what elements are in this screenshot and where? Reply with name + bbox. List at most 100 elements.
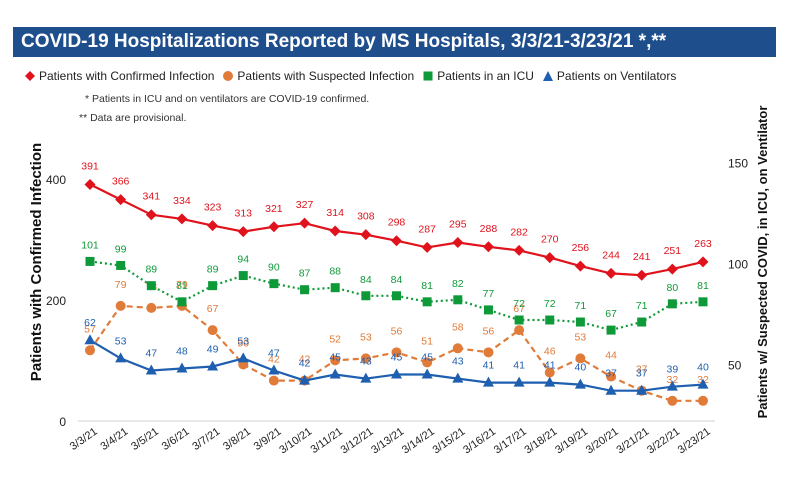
data-label: 251 [664,245,682,257]
data-label: 77 [483,288,495,300]
data-label: 53 [575,331,587,343]
x-tick-label: 3/19/21 [553,426,590,457]
data-point [177,297,187,307]
data-point [330,355,341,366]
data-point [482,241,494,253]
x-tick-label: 3/17/21 [492,426,529,457]
chart-legend: Patients with Confirmed Infection Patien… [24,67,684,85]
data-label: 42 [299,354,311,366]
data-label: 67 [605,308,617,320]
data-label: 244 [602,249,620,261]
data-label: 62 [84,317,96,329]
data-point [575,317,585,327]
x-tick-label: 3/23/21 [676,426,713,457]
data-point [237,226,249,238]
data-label: 51 [421,335,433,347]
data-point [574,378,586,389]
data-label: 43 [360,356,372,368]
data-label: 308 [357,211,375,223]
legend-label-icu: Patients in an ICU [437,69,534,83]
data-point [176,362,188,373]
data-label: 99 [115,243,127,255]
data-label: 366 [112,176,130,188]
data-label: 41 [483,360,495,372]
data-point [299,217,311,229]
data-label: 391 [81,160,99,172]
data-label: 71 [636,300,648,312]
data-label: 298 [388,217,406,229]
data-point [421,241,433,253]
x-tick-label: 3/5/21 [129,426,161,453]
data-point [513,376,525,387]
data-label: 82 [452,278,464,290]
data-label: 72 [544,298,556,310]
data-label: 52 [329,333,341,345]
data-point [85,345,95,356]
data-point [605,267,617,279]
data-point [422,297,432,307]
data-label: 37 [605,368,617,380]
data-label: 256 [572,242,590,254]
data-point [145,364,157,375]
x-tick-label: 3/12/21 [339,426,376,457]
x-tick-label: 3/11/21 [309,426,345,456]
data-label: 41 [544,360,556,372]
data-point [452,343,463,354]
data-label: 295 [449,219,467,231]
chart-title: COVID-19 Hospitalizations Reported by MS… [13,27,776,57]
y-right-tick-label: 50 [728,358,742,372]
legend-label-suspected: Patients with Suspected Infection [237,69,415,83]
data-label: 327 [296,199,314,211]
data-label: 45 [329,352,341,364]
data-label: 321 [265,203,283,215]
data-point [115,300,126,311]
data-label: 58 [452,321,464,333]
data-label: 32 [667,374,679,386]
data-label: 84 [391,274,403,286]
data-point [208,281,218,291]
data-label: 40 [575,362,587,374]
data-point [606,325,616,335]
legend-item-confirmed: Patients with Confirmed Infection [24,69,214,83]
data-point [116,260,126,270]
data-label: 42 [299,358,311,370]
data-label: 71 [575,300,587,312]
data-point [666,380,678,391]
data-point [698,297,708,307]
data-label: 334 [173,195,191,207]
data-label: 46 [544,346,556,358]
data-point [667,395,678,406]
data-label: 81 [697,280,709,292]
data-point [514,325,525,336]
data-point [84,334,96,345]
data-point [237,352,249,363]
diamond-marker-icon [25,71,35,81]
data-point [574,260,586,272]
data-point [605,384,617,395]
data-label: 43 [452,356,464,368]
x-tick-label: 3/7/21 [190,426,222,453]
data-point [697,256,709,268]
data-label: 37 [636,368,648,380]
data-point [330,283,340,293]
data-label: 341 [143,191,161,203]
data-label: 48 [176,345,188,357]
data-point [360,372,372,383]
data-point [452,237,464,249]
x-tick-label: 3/10/21 [277,426,314,457]
data-label: 42 [268,354,280,366]
x-tick-label: 3/3/21 [68,426,100,453]
data-point [545,315,555,325]
data-label: 313 [234,208,252,220]
y-right-tick-label: 150 [728,156,748,170]
data-point [145,209,157,221]
data-label: 81 [421,280,433,292]
x-tick-label: 3/8/21 [221,426,253,453]
triangle-marker-icon [542,71,553,81]
x-tick-label: 3/22/21 [645,426,682,457]
data-point [391,347,402,358]
data-label: 79 [176,279,188,291]
data-point [513,244,525,256]
data-point [300,285,310,295]
